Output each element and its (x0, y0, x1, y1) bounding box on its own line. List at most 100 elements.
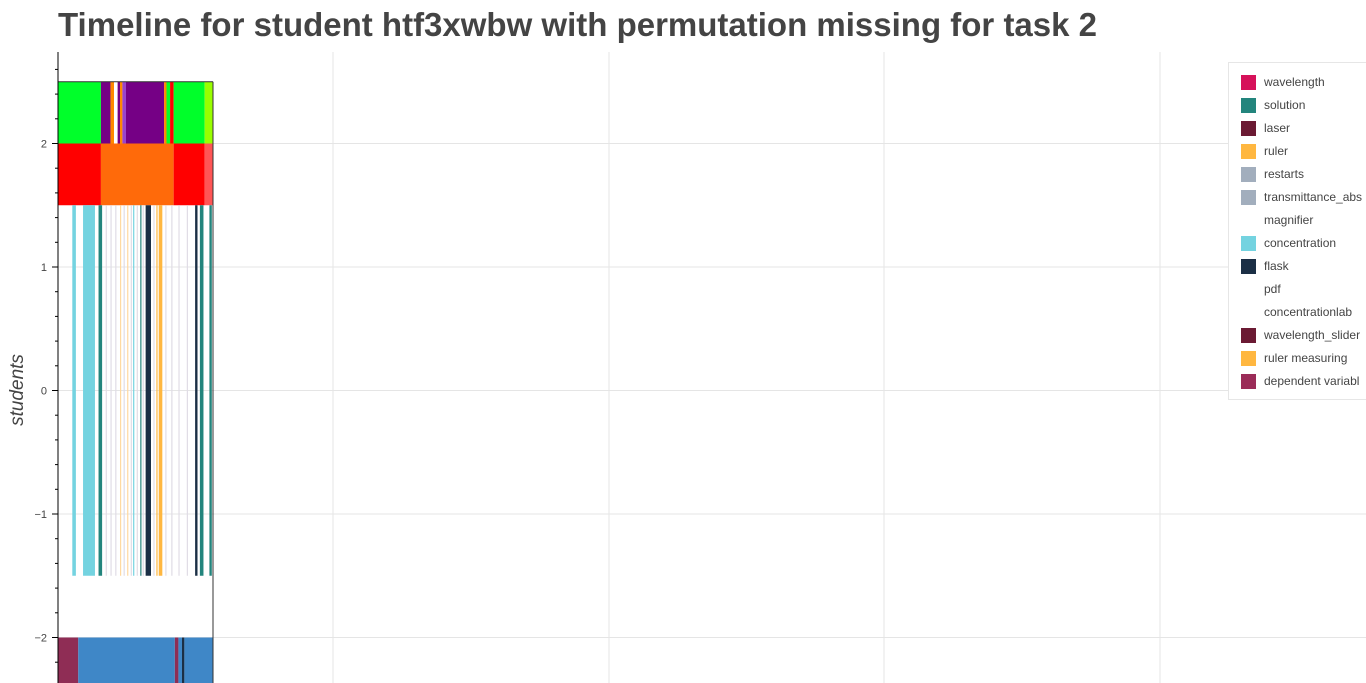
legend-label: ruler (1264, 144, 1289, 158)
legend-swatch (1241, 235, 1256, 251)
legend-swatch (1241, 166, 1256, 182)
timeline-segment (186, 205, 188, 576)
timeline-segment (120, 81, 123, 144)
legend-label: wavelength_slider (1264, 328, 1361, 342)
legend-item[interactable]: ruler measuring (1241, 349, 1347, 367)
timeline-segment (105, 205, 107, 576)
legend-label: concentrationlab (1264, 305, 1353, 319)
timeline-segment (123, 205, 125, 576)
legend-item[interactable]: wavelength_slider (1241, 326, 1360, 344)
legend-item[interactable]: concentration (1241, 234, 1336, 252)
timeline-segment (136, 205, 138, 576)
timeline-segment (125, 81, 165, 144)
legend-swatch (1241, 327, 1256, 343)
timeline-segment (174, 637, 179, 683)
timeline-segment (170, 81, 174, 144)
timeline-segment (156, 205, 158, 576)
timeline-segment (173, 81, 205, 144)
timeline-segment (166, 81, 171, 144)
timeline-segment (195, 205, 198, 576)
legend-item[interactable]: transmittance_abs (1241, 188, 1362, 206)
legend-swatch (1241, 120, 1256, 136)
legend-swatch (1241, 143, 1256, 159)
timeline-segment (117, 81, 120, 144)
timeline-segment (127, 205, 129, 576)
legend-swatch (1241, 350, 1256, 366)
timeline-segment (58, 81, 101, 144)
timeline-segment (178, 205, 180, 576)
y-tick-label: −2 (34, 633, 47, 645)
timeline-bars (58, 81, 214, 683)
legend-label: solution (1264, 98, 1306, 112)
timeline-segment (72, 205, 76, 576)
timeline-segment (58, 143, 101, 206)
timeline-segment (209, 205, 212, 576)
timeline-segment (122, 81, 126, 144)
legend-label: laser (1264, 121, 1291, 135)
axes: 2 1 0 −1 −2 (34, 52, 59, 683)
y-tick-label: −1 (34, 509, 47, 521)
legend-item[interactable]: restarts (1241, 165, 1304, 183)
legend-label: magnifier (1264, 213, 1314, 227)
legend-item[interactable]: pdf (1241, 280, 1281, 298)
timeline-segment (140, 205, 142, 576)
y-tick-label: 2 (41, 139, 47, 151)
timeline-segment (120, 205, 122, 576)
legend-item[interactable]: ruler (1241, 142, 1288, 160)
y-tick-label: 0 (41, 386, 47, 398)
legend-swatch (1241, 304, 1256, 320)
y-tick-label: 1 (41, 262, 47, 274)
legend-swatch (1241, 258, 1256, 274)
legend-label: restarts (1264, 167, 1305, 181)
legend-swatch (1241, 212, 1256, 228)
timeline-segment (171, 205, 173, 576)
timeline-segment (182, 637, 185, 683)
legend-item[interactable]: dependent variabl (1241, 372, 1359, 390)
legend-swatch (1241, 97, 1256, 113)
legend-swatch (1241, 74, 1256, 90)
timeline-segment (184, 637, 213, 683)
legend-item[interactable]: solution (1241, 96, 1305, 114)
legend-swatch (1241, 189, 1256, 205)
timeline-segment (100, 81, 111, 144)
legend-label: wavelength (1264, 75, 1325, 89)
legend-label: pdf (1264, 282, 1281, 296)
legend-item[interactable]: magnifier (1241, 211, 1313, 229)
legend-label: dependent variabl (1264, 374, 1360, 388)
legend-swatch (1241, 281, 1256, 297)
timeline-segment (145, 205, 151, 576)
legend-item[interactable]: concentrationlab (1241, 303, 1352, 321)
timeline-segment (173, 143, 205, 206)
timeline-segment (100, 143, 174, 206)
timeline-segment (165, 205, 167, 576)
timeline-segment (164, 81, 167, 144)
timeline-segment (142, 205, 144, 576)
legend: wavelength solution laser ruler restarts tran… (1228, 62, 1366, 400)
timeline-segment (115, 205, 117, 576)
timeline-segment (110, 205, 112, 576)
timeline-segment (114, 81, 118, 144)
timeline-segment (98, 205, 103, 576)
legend-label: flask (1264, 259, 1289, 273)
timeline-segment (153, 205, 155, 576)
legend-item[interactable]: flask (1241, 257, 1289, 275)
timeline-segment (158, 205, 163, 576)
legend-swatch (1241, 373, 1256, 389)
timeline-segment (204, 81, 213, 144)
legend-item[interactable]: laser (1241, 119, 1290, 137)
timeline-segment (83, 205, 95, 576)
timeline-segment (178, 637, 182, 683)
timeline-segment (199, 205, 204, 576)
legend-label: ruler measuring (1264, 351, 1348, 365)
timeline-segment (58, 637, 79, 683)
legend-item[interactable]: wavelength (1241, 73, 1325, 91)
timeline-segment (110, 81, 115, 144)
timeline-segment (133, 205, 135, 576)
legend-label: transmittance_abs (1264, 190, 1363, 204)
legend-label: concentration (1264, 236, 1337, 250)
chart-title: Timeline for student htf3xwbw with permu… (58, 6, 1098, 43)
timeline-segment (204, 143, 213, 206)
timeline-segment (130, 205, 132, 576)
timeline-segment (78, 637, 175, 683)
